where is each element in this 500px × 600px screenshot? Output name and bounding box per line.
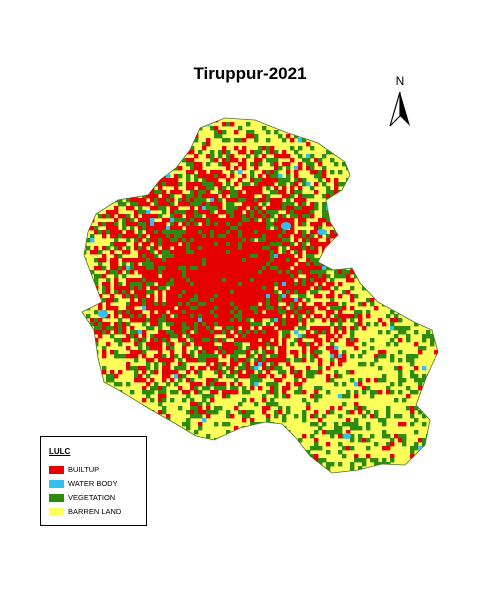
north-arrow: N (384, 74, 416, 134)
legend-swatch (49, 480, 64, 488)
legend-swatch (49, 466, 64, 474)
legend-label: BARREN LAND (68, 507, 122, 516)
legend-item-barren-land: BARREN LAND (49, 507, 145, 517)
legend-item-vegetation: VEGETATION (49, 493, 145, 503)
map-title: Tiruppur-2021 (193, 64, 307, 83)
legend-item-water-body: WATER BODY (49, 479, 145, 489)
legend-item-builtup: BUILTUP (49, 465, 145, 475)
legend-label: VEGETATION (68, 493, 116, 502)
legend-swatch (49, 508, 64, 516)
legend-swatch (49, 494, 64, 502)
legend: LULC BUILTUP WATER BODY VEGETATION BARRE… (40, 436, 147, 526)
legend-label: WATER BODY (68, 479, 118, 488)
north-arrow-icon (389, 91, 410, 127)
north-label: N (395, 74, 405, 88)
legend-title: LULC (49, 447, 71, 456)
legend-label: BUILTUP (68, 465, 100, 474)
